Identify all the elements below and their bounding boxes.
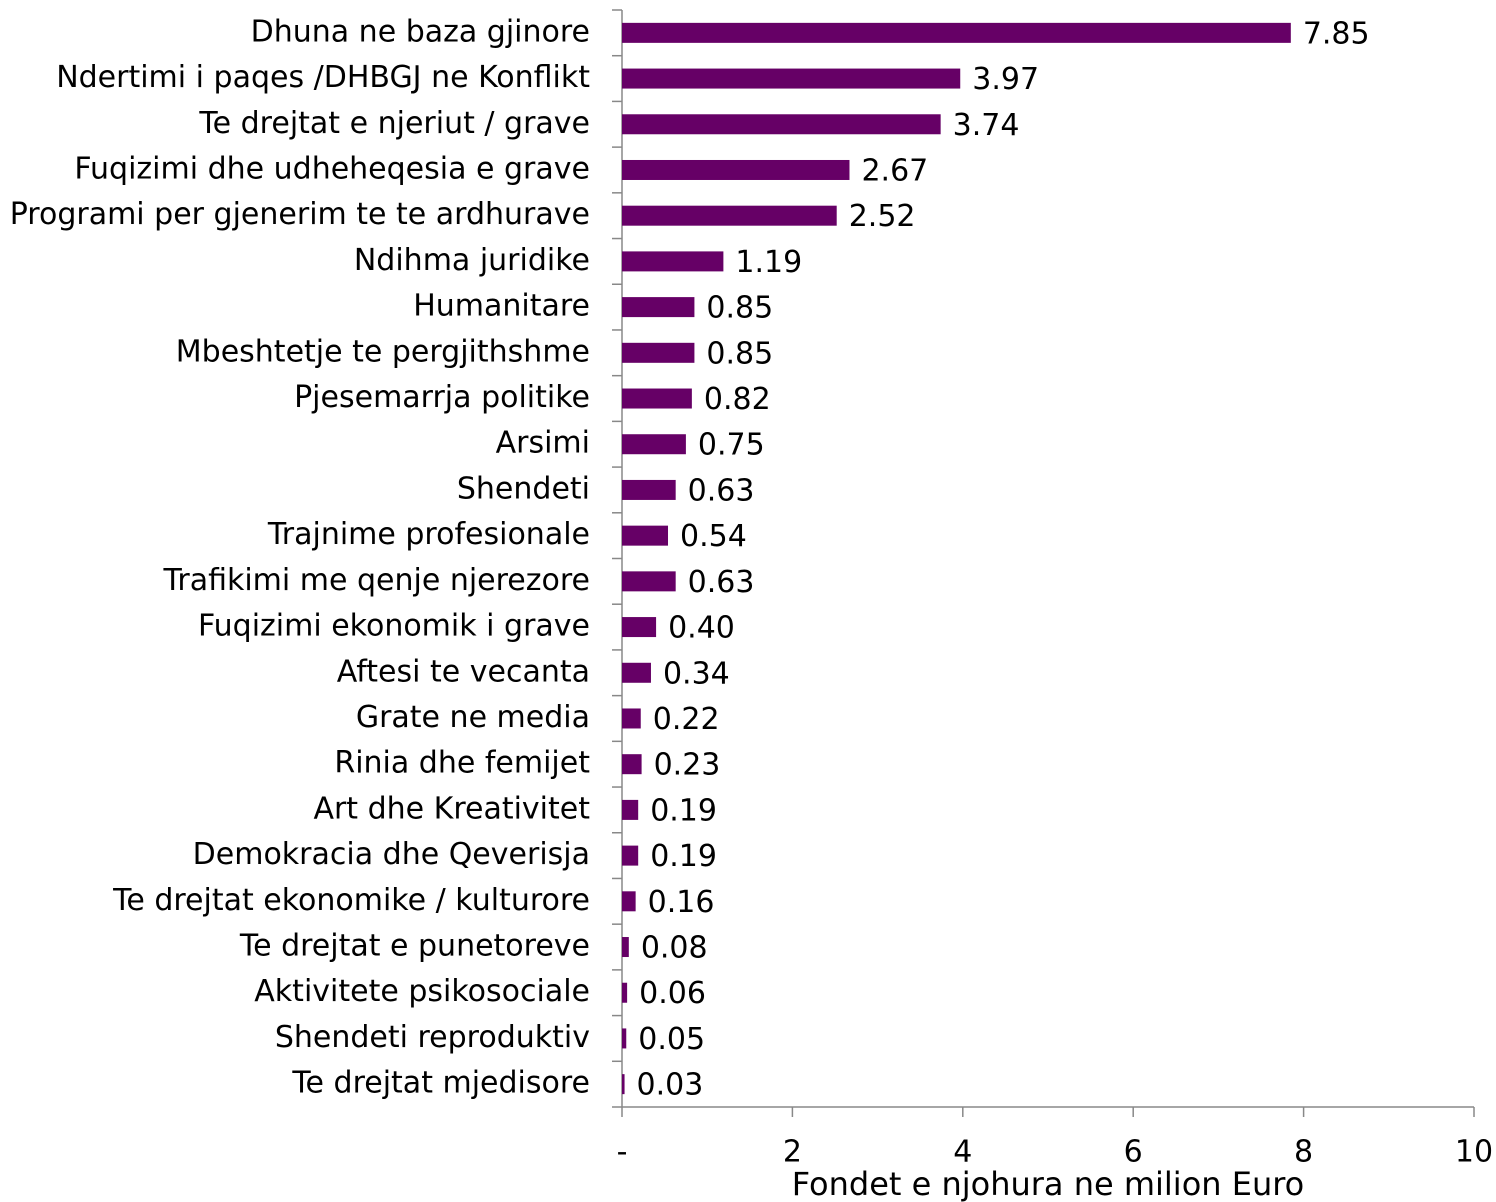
value-label: 0.85 bbox=[706, 291, 773, 326]
category-label: Dhuna ne baza gjinore bbox=[251, 14, 590, 49]
x-tick-label: 10 bbox=[1455, 1135, 1493, 1170]
bar bbox=[622, 891, 636, 912]
value-label: 0.40 bbox=[668, 611, 735, 646]
category-label: Te drejtat ekonomike / kulturore bbox=[112, 883, 590, 918]
bar bbox=[622, 982, 628, 1003]
value-label: 0.05 bbox=[638, 1022, 705, 1057]
x-axis-title: Fondet e njohura ne milion Euro bbox=[792, 1165, 1305, 1202]
category-label: Humanitare bbox=[413, 289, 590, 324]
category-label: Aftesi te vecanta bbox=[337, 654, 590, 689]
value-label: 0.63 bbox=[688, 473, 755, 508]
category-label: Ndihma juridike bbox=[354, 243, 590, 278]
value-label: 3.74 bbox=[953, 108, 1020, 143]
value-label: 0.54 bbox=[680, 519, 747, 554]
x-tick-label: 2 bbox=[783, 1135, 802, 1170]
bar bbox=[622, 205, 837, 226]
value-label: 0.19 bbox=[650, 793, 717, 828]
category-label: Te drejtat e punetoreve bbox=[239, 929, 590, 964]
category-label: Ndertimi i paqes /DHBGJ ne Konflikt bbox=[56, 60, 590, 95]
value-label: 2.52 bbox=[849, 199, 916, 234]
category-label: Rinia dhe femijet bbox=[334, 746, 590, 781]
value-label: 0.16 bbox=[648, 885, 715, 920]
x-tick-label: - bbox=[617, 1135, 628, 1170]
value-label: 0.23 bbox=[654, 748, 721, 783]
category-label: Aktivitete psikosociale bbox=[254, 974, 590, 1009]
category-label: Arsimi bbox=[496, 426, 590, 461]
bar bbox=[622, 845, 639, 866]
bar bbox=[622, 22, 1291, 43]
category-label: Pjesemarrja politike bbox=[294, 380, 590, 415]
bar bbox=[622, 1074, 625, 1095]
bar bbox=[622, 342, 695, 363]
category-label: Demokracia dhe Qeverisja bbox=[193, 837, 590, 872]
value-label: 0.19 bbox=[650, 839, 717, 874]
category-label: Fuqizimi dhe udheheqesia e grave bbox=[74, 151, 590, 186]
category-label: Programi per gjenerim te te ardhurave bbox=[10, 197, 590, 232]
bar bbox=[622, 297, 695, 318]
value-label: 3.97 bbox=[972, 62, 1039, 97]
value-label: 0.03 bbox=[637, 1068, 704, 1103]
category-label: Mbeshtetje te pergjithshme bbox=[176, 334, 590, 369]
value-label: 0.82 bbox=[704, 382, 771, 417]
bar bbox=[622, 114, 941, 135]
bar bbox=[622, 525, 669, 546]
bar bbox=[622, 388, 692, 409]
category-label: Shendeti bbox=[457, 471, 590, 506]
value-label: 0.22 bbox=[653, 702, 720, 737]
value-label: 0.75 bbox=[698, 428, 765, 463]
bar bbox=[622, 617, 657, 638]
bar bbox=[622, 571, 676, 592]
x-tick-label: 4 bbox=[953, 1135, 972, 1170]
bar bbox=[622, 159, 850, 180]
category-label: Art dhe Kreativitet bbox=[313, 791, 590, 826]
bar bbox=[622, 479, 676, 500]
category-label: Grate ne media bbox=[356, 700, 590, 735]
category-label: Te drejtat mjedisore bbox=[291, 1066, 590, 1101]
category-label: Trajnime profesionale bbox=[267, 517, 590, 552]
value-label: 0.34 bbox=[663, 656, 730, 691]
bar bbox=[622, 708, 641, 729]
category-label: Fuqizimi ekonomik i grave bbox=[198, 609, 590, 644]
x-tick-label: 6 bbox=[1124, 1135, 1143, 1170]
value-label: 0.85 bbox=[706, 336, 773, 371]
value-label: 2.67 bbox=[861, 153, 928, 188]
bar bbox=[622, 434, 686, 455]
bar bbox=[622, 662, 651, 683]
bar bbox=[622, 1028, 627, 1049]
value-label: 0.63 bbox=[688, 565, 755, 600]
category-label: Trafikimi me qenje njerezore bbox=[162, 563, 590, 598]
bar bbox=[622, 754, 642, 775]
category-label: Shendeti reproduktiv bbox=[275, 1020, 590, 1055]
value-label: 1.19 bbox=[735, 245, 802, 280]
value-label: 7.85 bbox=[1303, 16, 1370, 51]
category-label: Te drejtat e njeriut / grave bbox=[198, 106, 590, 141]
bar bbox=[622, 68, 961, 89]
bar bbox=[622, 937, 629, 958]
x-tick-label: 8 bbox=[1294, 1135, 1313, 1170]
value-label: 0.06 bbox=[639, 976, 706, 1011]
value-label: 0.08 bbox=[641, 931, 708, 966]
bar bbox=[622, 251, 724, 272]
bar bbox=[622, 799, 639, 820]
